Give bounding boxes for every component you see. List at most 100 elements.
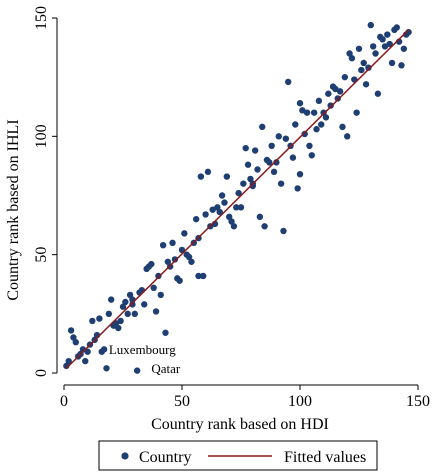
data-point (289, 154, 297, 161)
data-point (181, 230, 188, 237)
data-point (381, 43, 389, 50)
data-point (200, 272, 207, 280)
data-point (384, 31, 391, 38)
fitted-line (65, 29, 410, 369)
data-point (119, 303, 127, 310)
data-point (360, 59, 367, 67)
y-axis-title: Country rank based on IHLI (5, 119, 22, 300)
data-point (197, 173, 205, 180)
data-point (185, 253, 193, 261)
data-point (131, 310, 138, 318)
data-point (176, 277, 183, 284)
y-axis: 0 50 100 150 (33, 6, 58, 377)
data-point (379, 36, 386, 43)
y-tick-label: 0 (33, 369, 50, 377)
data-point (202, 211, 209, 218)
data-point (372, 50, 379, 57)
data-point (367, 21, 374, 29)
data-point (235, 189, 242, 197)
legend-label-fitted: Fitted values (284, 449, 366, 466)
data-point (105, 310, 113, 318)
data-point (346, 50, 353, 57)
data-point (325, 90, 332, 97)
data-point (296, 100, 304, 107)
data-point (162, 329, 169, 336)
data-point (299, 107, 306, 114)
data-point (148, 260, 155, 268)
data-point (214, 204, 221, 211)
data-point (365, 64, 372, 71)
x-tick-label: 150 (406, 393, 430, 410)
data-point (358, 66, 365, 74)
y-tick-label: 50 (33, 247, 50, 263)
data-point (320, 109, 327, 116)
data-point (327, 102, 334, 109)
data-point (270, 168, 278, 176)
data-point (259, 123, 266, 131)
data-point (230, 223, 238, 230)
data-point (82, 357, 89, 365)
data-point (223, 173, 231, 180)
data-point (294, 185, 301, 192)
data-point (362, 81, 370, 88)
legend-marker-country (121, 452, 129, 460)
data-point (216, 208, 223, 216)
data-point (96, 315, 103, 322)
data-point (237, 204, 245, 211)
data-point (341, 73, 349, 81)
data-point (306, 142, 313, 149)
data-point (339, 123, 346, 131)
data-point (72, 339, 80, 346)
data-point (301, 130, 308, 138)
data-point (247, 175, 254, 183)
data-point (261, 223, 268, 230)
data-point (171, 256, 179, 263)
data-point (233, 204, 240, 211)
data-point (159, 242, 167, 249)
data-point (209, 206, 216, 213)
data-point (393, 24, 400, 31)
data-point (169, 239, 176, 247)
data-point (292, 121, 299, 128)
data-point (65, 357, 72, 365)
data-point (310, 109, 318, 116)
data-point (256, 213, 264, 220)
data-point (115, 324, 122, 332)
data-point (150, 284, 157, 291)
fitted-line-group (65, 29, 410, 369)
data-point (124, 310, 131, 318)
data-point (318, 121, 325, 128)
data-point (240, 180, 247, 187)
data-point (242, 144, 249, 152)
x-axis-title: Country rank based on HDI (151, 416, 329, 433)
data-point (282, 135, 290, 142)
data-point (254, 166, 261, 173)
y-tick-label: 100 (33, 124, 50, 148)
data-point (369, 43, 377, 50)
data-point (141, 301, 148, 308)
data-point (164, 258, 172, 265)
data-point (152, 308, 160, 315)
data-point (129, 301, 136, 308)
data-point (218, 192, 226, 199)
data-point (398, 62, 405, 69)
data-point (308, 152, 315, 159)
data-point (155, 272, 162, 280)
annotation-label: Luxembourg (109, 342, 176, 357)
data-point (400, 45, 408, 52)
x-axis: 0 50 100 150 (60, 384, 430, 410)
data-point (313, 126, 320, 133)
data-point (188, 258, 195, 265)
data-point (221, 199, 228, 206)
data-point (322, 114, 330, 121)
data-point (70, 334, 77, 341)
y-tick-label: 150 (33, 6, 50, 30)
data-point (89, 317, 96, 325)
x-tick-label: 50 (174, 393, 190, 410)
data-point (251, 147, 259, 154)
data-point (296, 171, 304, 178)
data-point (226, 213, 233, 220)
data-point (353, 109, 360, 116)
data-point (374, 90, 382, 97)
